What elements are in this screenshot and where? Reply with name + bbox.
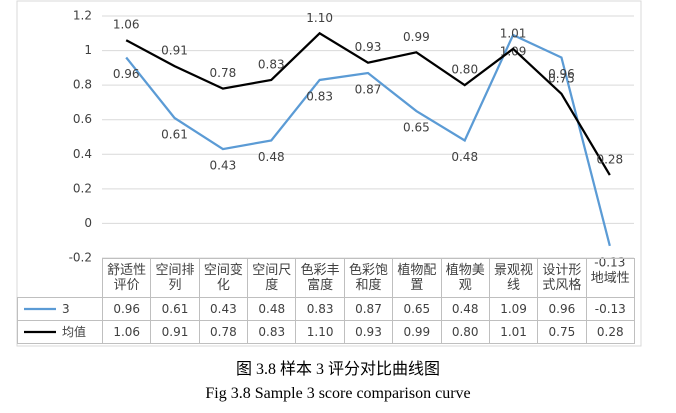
value-cell: 0.87 [343, 297, 394, 321]
data-label: 1.01 [500, 26, 527, 40]
value-cell: 0.80 [440, 320, 490, 344]
value-cell: 0.48 [247, 297, 297, 321]
chart-border [16, 0, 642, 347]
legend-label: 均值 [62, 324, 87, 339]
value-cell: 0.91 [150, 320, 200, 344]
data-label: 0.28 [596, 153, 623, 167]
caption-en: Fig 3.8 Sample 3 score comparison curve [205, 385, 471, 402]
series-row: 均值 1.06 0.91 0.78 0.83 1.10 0.93 0.99 0.80 1.01 0.… [17, 320, 635, 344]
value-cell: 0.93 [343, 320, 394, 344]
legend-cell: 均值 [17, 320, 103, 344]
header-row: 舒适性评价 空间排列 空间变化 空间尺度 色彩丰富度 色彩饱和度 植物配置 植物美观 景观视线设… [17, 258, 635, 298]
caption-cn: 图 3.8 样本 3 评分对比曲线图 [235, 361, 440, 378]
data-label: 0.48 [258, 150, 285, 164]
data-label: 1.10 [306, 11, 333, 25]
data-label: 0.83 [258, 57, 285, 71]
y-tick-label: 0.8 [73, 78, 92, 92]
category-cell: 植物配置 [392, 258, 442, 298]
data-label: 0.96 [548, 67, 575, 81]
value-cell: 1.01 [488, 320, 539, 344]
y-tick-label: 1.2 [73, 9, 92, 23]
series-line [125, 31, 611, 176]
category-cell: 设计形式风格 [537, 258, 587, 298]
value-cell: 0.83 [247, 320, 297, 344]
value-cell: 0.96 [537, 297, 587, 321]
value-cell: 0.75 [537, 320, 587, 344]
data-label: 0.83 [306, 89, 333, 103]
value-cell: 0.78 [198, 320, 249, 344]
corner-cell [17, 258, 103, 298]
data-label: 0.96 [113, 67, 140, 81]
category-cell: 色彩饱和度 [343, 258, 394, 298]
category-cell: 地域性 [585, 258, 635, 298]
series-row: 3 0.96 0.61 0.43 0.48 0.83 0.87 0.65 0.48 1.09 0.9… [17, 297, 635, 321]
category-cell: 空间变化 [198, 258, 249, 298]
category-cell: 景观视线 [488, 258, 539, 298]
value-cell: 0.99 [392, 320, 442, 344]
value-cell: 1.09 [488, 297, 539, 321]
value-cell: 0.83 [295, 297, 345, 321]
value-cell: 0.43 [198, 297, 249, 321]
data-label: 0.99 [403, 30, 430, 44]
data-label: 0.65 [403, 121, 430, 135]
value-cell: 0.48 [440, 297, 490, 321]
value-cell: 1.06 [101, 320, 152, 344]
data-label: 0.43 [210, 159, 237, 173]
category-cell: 舒适性评价 [101, 258, 152, 298]
y-tick-label: 0.2 [73, 181, 92, 195]
legend-label: 3 [62, 301, 70, 316]
category-cell: 空间排列 [150, 258, 200, 298]
data-label: 0.80 [451, 63, 478, 77]
value-cell: -0.13 [585, 297, 635, 321]
data-label: 0.75 [548, 71, 575, 85]
category-cell: 空间尺度 [247, 258, 297, 298]
data-label: 1.06 [113, 18, 140, 32]
data-label: 0.48 [451, 150, 478, 164]
category-cell: 色彩丰富度 [295, 258, 345, 298]
legend-swatch [24, 307, 56, 311]
y-tick-label: 0 [84, 216, 92, 230]
value-cell: 0.96 [101, 297, 152, 321]
value-cell: 0.65 [392, 297, 442, 321]
legend-swatch [24, 330, 56, 334]
series-line [125, 33, 611, 247]
value-cell: 0.61 [150, 297, 200, 321]
y-tick-label: 0.6 [73, 112, 92, 126]
data-label: 0.91 [161, 44, 188, 58]
y-tick-label: 0.4 [73, 147, 92, 161]
data-table: 舒适性评价 空间排列 空间变化 空间尺度 色彩丰富度 色彩饱和度 植物配置 植物美观 景观视线设… [17, 258, 635, 344]
data-label: 0.61 [161, 127, 188, 141]
y-tick-label: 1 [84, 43, 92, 57]
data-label: 0.87 [355, 83, 382, 97]
category-cell: 植物美观 [440, 258, 490, 298]
data-label: 0.93 [355, 40, 382, 54]
value-cell: 0.28 [585, 320, 635, 344]
legend-cell: 3 [17, 297, 103, 321]
value-cell: 1.10 [295, 320, 345, 344]
data-label: 0.78 [210, 66, 237, 80]
